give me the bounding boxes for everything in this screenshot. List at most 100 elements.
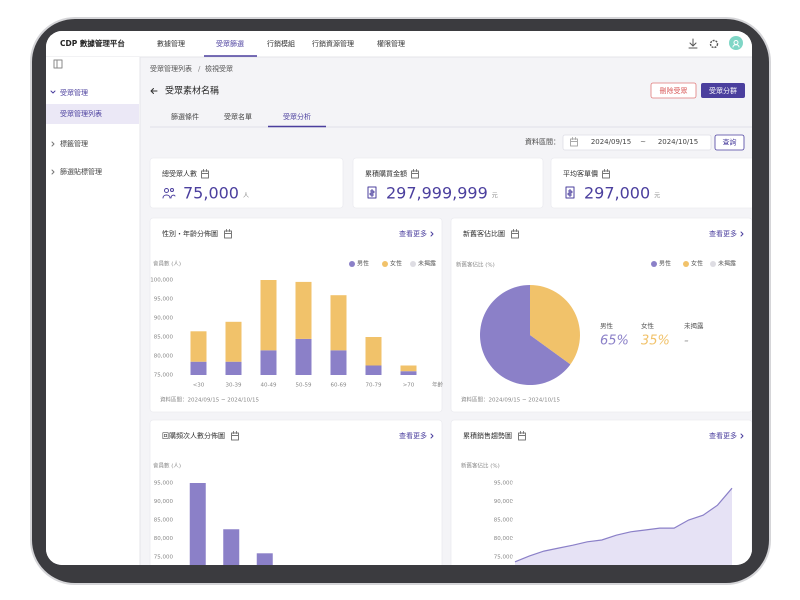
calendar-icon[interactable] [224, 229, 232, 239]
legend-marker [651, 261, 657, 267]
stat-value: - [684, 334, 689, 349]
kpi-unit: 元 [654, 193, 660, 200]
bar-segment [225, 361, 242, 375]
segment-button[interactable] [701, 83, 745, 98]
kpi-unit: 元 [492, 193, 498, 200]
pie-slice [530, 285, 580, 365]
bar-segment [295, 338, 312, 375]
calendar-icon[interactable] [570, 137, 578, 147]
avatar[interactable] [729, 36, 743, 50]
brand: CDP 數據管理平台 [60, 38, 125, 48]
sidebar-group[interactable]: 標籤管理 [60, 139, 88, 148]
delete-button-label[interactable]: 刪除受眾 [660, 86, 688, 95]
bar-segment [260, 350, 277, 375]
breadcrumb-separator: / [198, 65, 201, 73]
nav-item[interactable]: 行銷資源管理 [312, 39, 354, 48]
chevron-right[interactable] [740, 433, 744, 439]
chart-title: 新舊客佔比圖 [463, 229, 505, 238]
people-icon [162, 188, 176, 199]
legend-label: 女性 [691, 260, 703, 268]
bar-segment [225, 321, 242, 362]
kpi-card [149, 157, 344, 209]
calendar-icon[interactable] [518, 431, 526, 441]
nav-item[interactable]: 權限管理 [377, 39, 405, 48]
kpi-value: 297,000 [584, 184, 650, 203]
chart-note: 資料區間：2024/09/15 ~ 2024/10/15 [461, 396, 561, 404]
date-separator: ~ [640, 138, 646, 146]
tab[interactable]: 篩選條件 [171, 112, 199, 121]
view-more-link[interactable]: 查看更多 [709, 431, 737, 440]
chevron-right[interactable] [740, 231, 744, 237]
y-axis-title: 新舊客佔比 (%) [461, 462, 500, 470]
nav-item[interactable]: 數據管理 [157, 39, 185, 48]
chart-card [149, 419, 443, 565]
download-icon[interactable] [688, 38, 698, 49]
kpi-card [352, 157, 544, 209]
y-tick-label: 85,000 [154, 518, 174, 524]
x-tick-label: >70 [403, 383, 415, 389]
calendar-icon[interactable] [411, 169, 419, 179]
tab[interactable]: 受眾分析 [283, 112, 311, 121]
bar-segment [330, 295, 347, 351]
legend-label: 女性 [390, 260, 402, 268]
sidebar-active-item[interactable] [46, 104, 139, 124]
y-tick-label: 75,000 [494, 555, 514, 561]
stat-label: 男性 [600, 321, 614, 330]
bar [189, 483, 206, 565]
bar-segment [190, 331, 207, 362]
y-tick-label: 85,000 [494, 518, 514, 524]
y-tick-label: 80,000 [494, 536, 514, 542]
y-tick-label: 80,000 [154, 354, 174, 360]
y-tick-label: 90,000 [154, 499, 174, 505]
delete-button[interactable] [650, 82, 697, 99]
filter-label: 資料區間： [525, 137, 560, 146]
x-tick-label: 60-69 [331, 383, 347, 389]
calendar-icon[interactable] [231, 431, 239, 441]
legend-marker [410, 261, 416, 267]
kpi-unit: 人 [243, 193, 249, 200]
calendar-icon[interactable] [511, 229, 519, 239]
end-date[interactable]: 2024/10/15 [658, 138, 698, 146]
query-button-label[interactable]: 查詢 [723, 138, 737, 147]
chart-subtitle: 新舊客佔比 (%) [456, 261, 495, 269]
chevron-right[interactable] [430, 433, 434, 439]
chart-note: 資料區間：2024/09/15 ~ 2024/10/15 [160, 396, 260, 404]
legend-label: 未揭露 [418, 260, 436, 268]
collapse-icon[interactable] [53, 59, 63, 69]
breadcrumb-link[interactable]: 受眾管理列表 [150, 64, 192, 73]
sidebar-item[interactable]: 受眾管理列表 [60, 109, 102, 118]
calendar-icon[interactable] [602, 169, 610, 179]
x-tick-label: <30 [193, 383, 205, 389]
y-tick-label: 100,000 [150, 278, 173, 284]
bar [256, 553, 273, 565]
avatar-figure[interactable] [732, 40, 740, 48]
settings-icon[interactable] [709, 39, 719, 49]
date-range-input[interactable] [562, 134, 712, 151]
back-arrow[interactable] [150, 88, 158, 94]
view-more-link[interactable]: 查看更多 [709, 229, 737, 238]
nav-item[interactable]: 受眾篩選 [216, 39, 244, 48]
calendar-icon[interactable] [201, 169, 209, 179]
view-more-link[interactable]: 查看更多 [399, 229, 427, 238]
legend-label: 未揭露 [718, 260, 736, 268]
stat-value: 65% [600, 334, 629, 349]
bar-segment [365, 337, 382, 366]
start-date[interactable]: 2024/09/15 [591, 138, 631, 146]
sidebar-group[interactable]: 受眾管理 [60, 88, 88, 97]
kpi-value: 75,000 [183, 184, 239, 203]
chevron-right[interactable] [430, 231, 434, 237]
stat-label: 未揭露 [684, 321, 704, 330]
query-button[interactable] [714, 134, 745, 151]
view-more-link[interactable]: 查看更多 [399, 431, 427, 440]
kpi-card [550, 157, 752, 209]
tab[interactable]: 受眾名單 [224, 112, 252, 121]
x-tick-label: 70-79 [366, 383, 382, 389]
area [515, 488, 732, 565]
chevron-right [51, 141, 55, 147]
nav-item[interactable]: 行銷模組 [267, 39, 295, 48]
x-tick-label: 30-39 [226, 383, 242, 389]
segment-button-label[interactable]: 受眾分群 [709, 86, 737, 95]
sidebar-group[interactable]: 篩選貼標管理 [60, 167, 102, 176]
y-axis-title: 會員數 (人) [153, 260, 181, 268]
